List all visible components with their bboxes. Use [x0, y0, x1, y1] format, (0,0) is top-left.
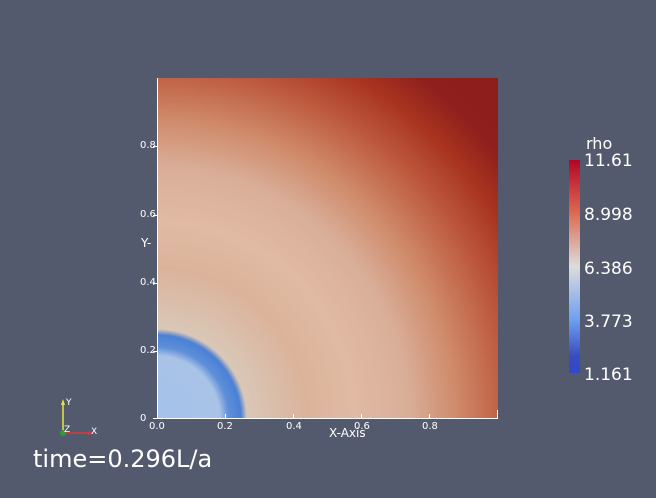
orientation-z-label: Z [64, 425, 71, 435]
x-axis-line [157, 418, 498, 419]
y-tick [153, 283, 157, 284]
colorbar-label: 8.998 [584, 205, 633, 225]
density-field-plot[interactable] [157, 78, 498, 419]
x-tick [157, 414, 158, 418]
density-field-image [157, 78, 498, 419]
y-tick [153, 418, 157, 419]
x-tick [361, 414, 362, 418]
y-tick-label: 0.6 [140, 209, 156, 220]
y-tick-label: 0.8 [140, 140, 156, 151]
x-tick-label: 0.4 [286, 421, 302, 432]
x-tick [225, 414, 226, 418]
orientation-x-label: X [91, 427, 98, 437]
y-tick [153, 146, 157, 147]
x-tick [429, 414, 430, 418]
y-tick-label: 0 [140, 413, 147, 424]
x-tick-label: 0.0 [149, 421, 165, 432]
colorbar-label-max: 11.61 [584, 151, 633, 171]
colorbar-label: 6.386 [584, 259, 633, 279]
colorbar-label: 3.773 [584, 312, 633, 332]
colorbar-title: rho [586, 134, 613, 153]
x-axis-title: X-Axis [329, 426, 366, 440]
x-tick [293, 414, 294, 418]
y-tick [153, 215, 157, 216]
orientation-axes-widget[interactable]: Y Z X [52, 396, 102, 440]
y-axis-line [157, 78, 158, 419]
time-annotation: time=0.296L/a [33, 445, 213, 473]
orientation-y-label: Y [66, 398, 72, 408]
x-tick-label: 0.8 [422, 421, 438, 432]
colorbar[interactable] [569, 160, 580, 373]
x-tick-label: 0.6 [354, 421, 370, 432]
y-tick-label: 0.4 [140, 277, 156, 288]
x-tick [497, 410, 498, 418]
x-tick-label: 0.2 [217, 421, 233, 432]
y-axis-title: Y- [141, 236, 152, 250]
y-tick-label: 0.2 [140, 345, 156, 356]
y-tick [153, 351, 157, 352]
colorbar-label-min: 1.161 [584, 365, 633, 385]
orientation-axes-icon [60, 399, 94, 436]
